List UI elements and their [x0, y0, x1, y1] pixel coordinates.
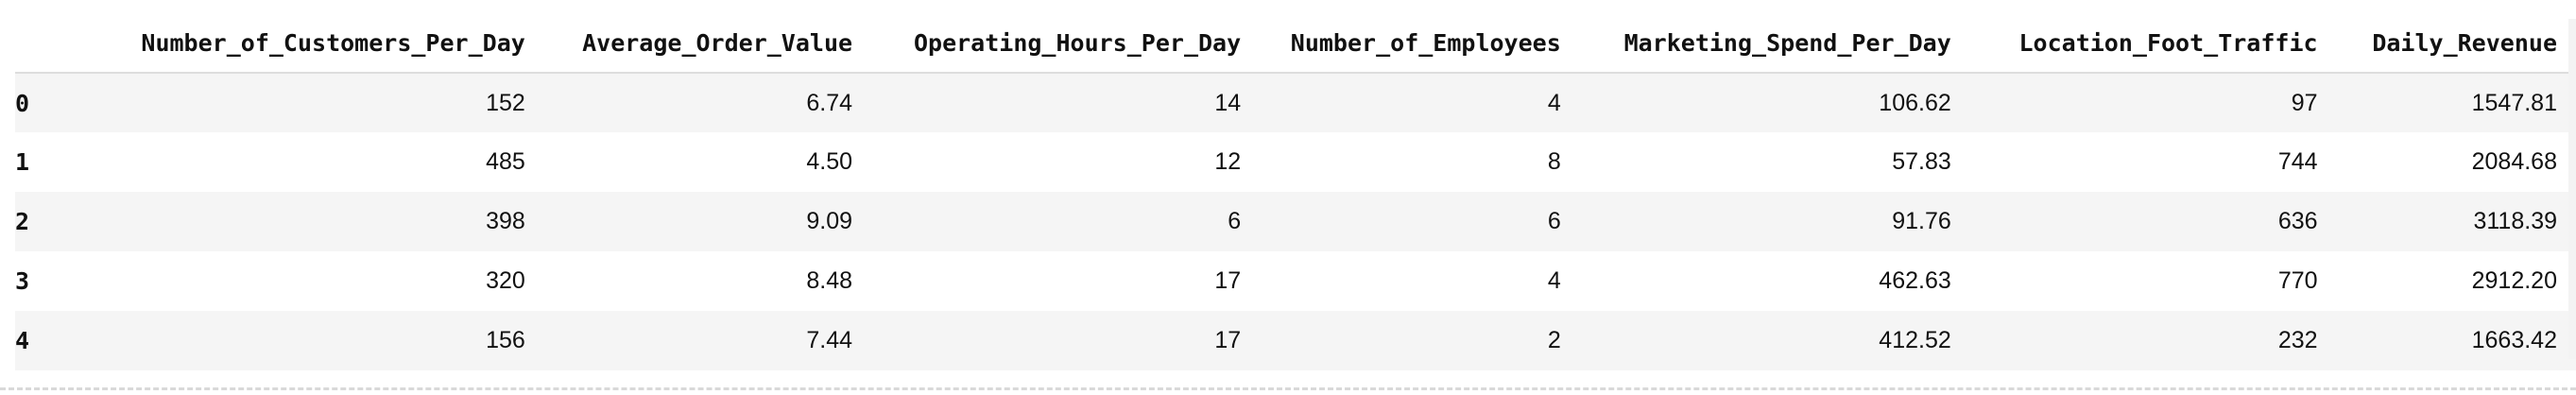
column-header: Location_Foot_Traffic — [1969, 13, 2337, 74]
table-cell: 106.62 — [1879, 89, 1951, 116]
table-cell: 770 — [2277, 267, 2318, 294]
table-cell: 17 — [1214, 267, 1242, 294]
table-cell: 97 — [2291, 89, 2318, 116]
table-cell: 3118.39 — [2473, 208, 2557, 234]
column-header: Number_of_Customers_Per_Day — [70, 13, 544, 74]
table-cell: 8 — [1547, 148, 1561, 175]
table-cell: 7.44 — [806, 327, 853, 353]
table-cell: 6 — [1228, 208, 1242, 234]
table-cell: 1547.81 — [2471, 89, 2557, 116]
table-cell: 14 — [1214, 89, 1242, 116]
column-header: Operating_Hours_Per_Day — [871, 13, 1261, 74]
table-cell: 17 — [1214, 327, 1242, 353]
row-index: 0 — [15, 89, 30, 117]
table-row: 2 398 9.09 6 6 91.76 636 3118.39 — [15, 192, 2576, 251]
column-header: Average_Order_Value — [543, 13, 872, 74]
output-scroll-edge — [2568, 19, 2576, 359]
dataframe-table: Number_of_Customers_Per_Day Average_Orde… — [15, 13, 2576, 370]
table-cell: 485 — [486, 148, 525, 175]
row-index: 4 — [15, 327, 30, 354]
table-cell: 4 — [1547, 89, 1561, 116]
table-cell: 91.76 — [1892, 208, 1951, 234]
table-row: 0 152 6.74 14 4 106.62 97 1547.81 — [15, 73, 2576, 132]
cell-separator — [0, 387, 2576, 390]
table-cell: 398 — [486, 208, 525, 234]
row-index: 3 — [15, 267, 30, 295]
table-cell: 9.09 — [806, 208, 853, 234]
index-header — [15, 13, 71, 74]
table-cell: 4 — [1547, 267, 1561, 294]
table-cell: 2 — [1547, 327, 1561, 353]
column-header: Daily_Revenue — [2336, 13, 2576, 74]
table-row: 3 320 8.48 17 4 462.63 770 2912.20 — [15, 251, 2576, 311]
table-cell: 12 — [1214, 148, 1242, 175]
table-header: Number_of_Customers_Per_Day Average_Orde… — [15, 13, 2576, 74]
table-body: 0 152 6.74 14 4 106.62 97 1547.81 1 485 … — [15, 73, 2576, 370]
table-cell: 462.63 — [1879, 267, 1951, 294]
table-cell: 8.48 — [806, 267, 853, 294]
table-row: 1 485 4.50 12 8 57.83 744 2084.68 — [15, 132, 2576, 192]
row-index: 1 — [15, 148, 30, 176]
header-row: Number_of_Customers_Per_Day Average_Orde… — [15, 13, 2576, 74]
table-cell: 6.74 — [806, 89, 853, 116]
table-cell: 4.50 — [806, 148, 853, 175]
table-cell: 636 — [2277, 208, 2318, 234]
table-cell: 156 — [486, 327, 525, 353]
row-index: 2 — [15, 208, 30, 235]
table-cell: 232 — [2277, 327, 2318, 353]
table-cell: 2084.68 — [2471, 148, 2557, 175]
table-cell: 2912.20 — [2471, 267, 2557, 294]
table-cell: 57.83 — [1892, 148, 1951, 175]
table-cell: 744 — [2277, 148, 2318, 175]
table-cell: 1663.42 — [2471, 327, 2557, 353]
table-cell: 152 — [486, 89, 525, 116]
table-cell: 6 — [1547, 208, 1561, 234]
column-header: Number_of_Employees — [1260, 13, 1580, 74]
column-header: Marketing_Spend_Per_Day — [1579, 13, 1970, 74]
table-cell: 320 — [486, 267, 525, 294]
table-cell: 412.52 — [1879, 327, 1951, 353]
table-row: 4 156 7.44 17 2 412.52 232 1663.42 — [15, 311, 2576, 370]
